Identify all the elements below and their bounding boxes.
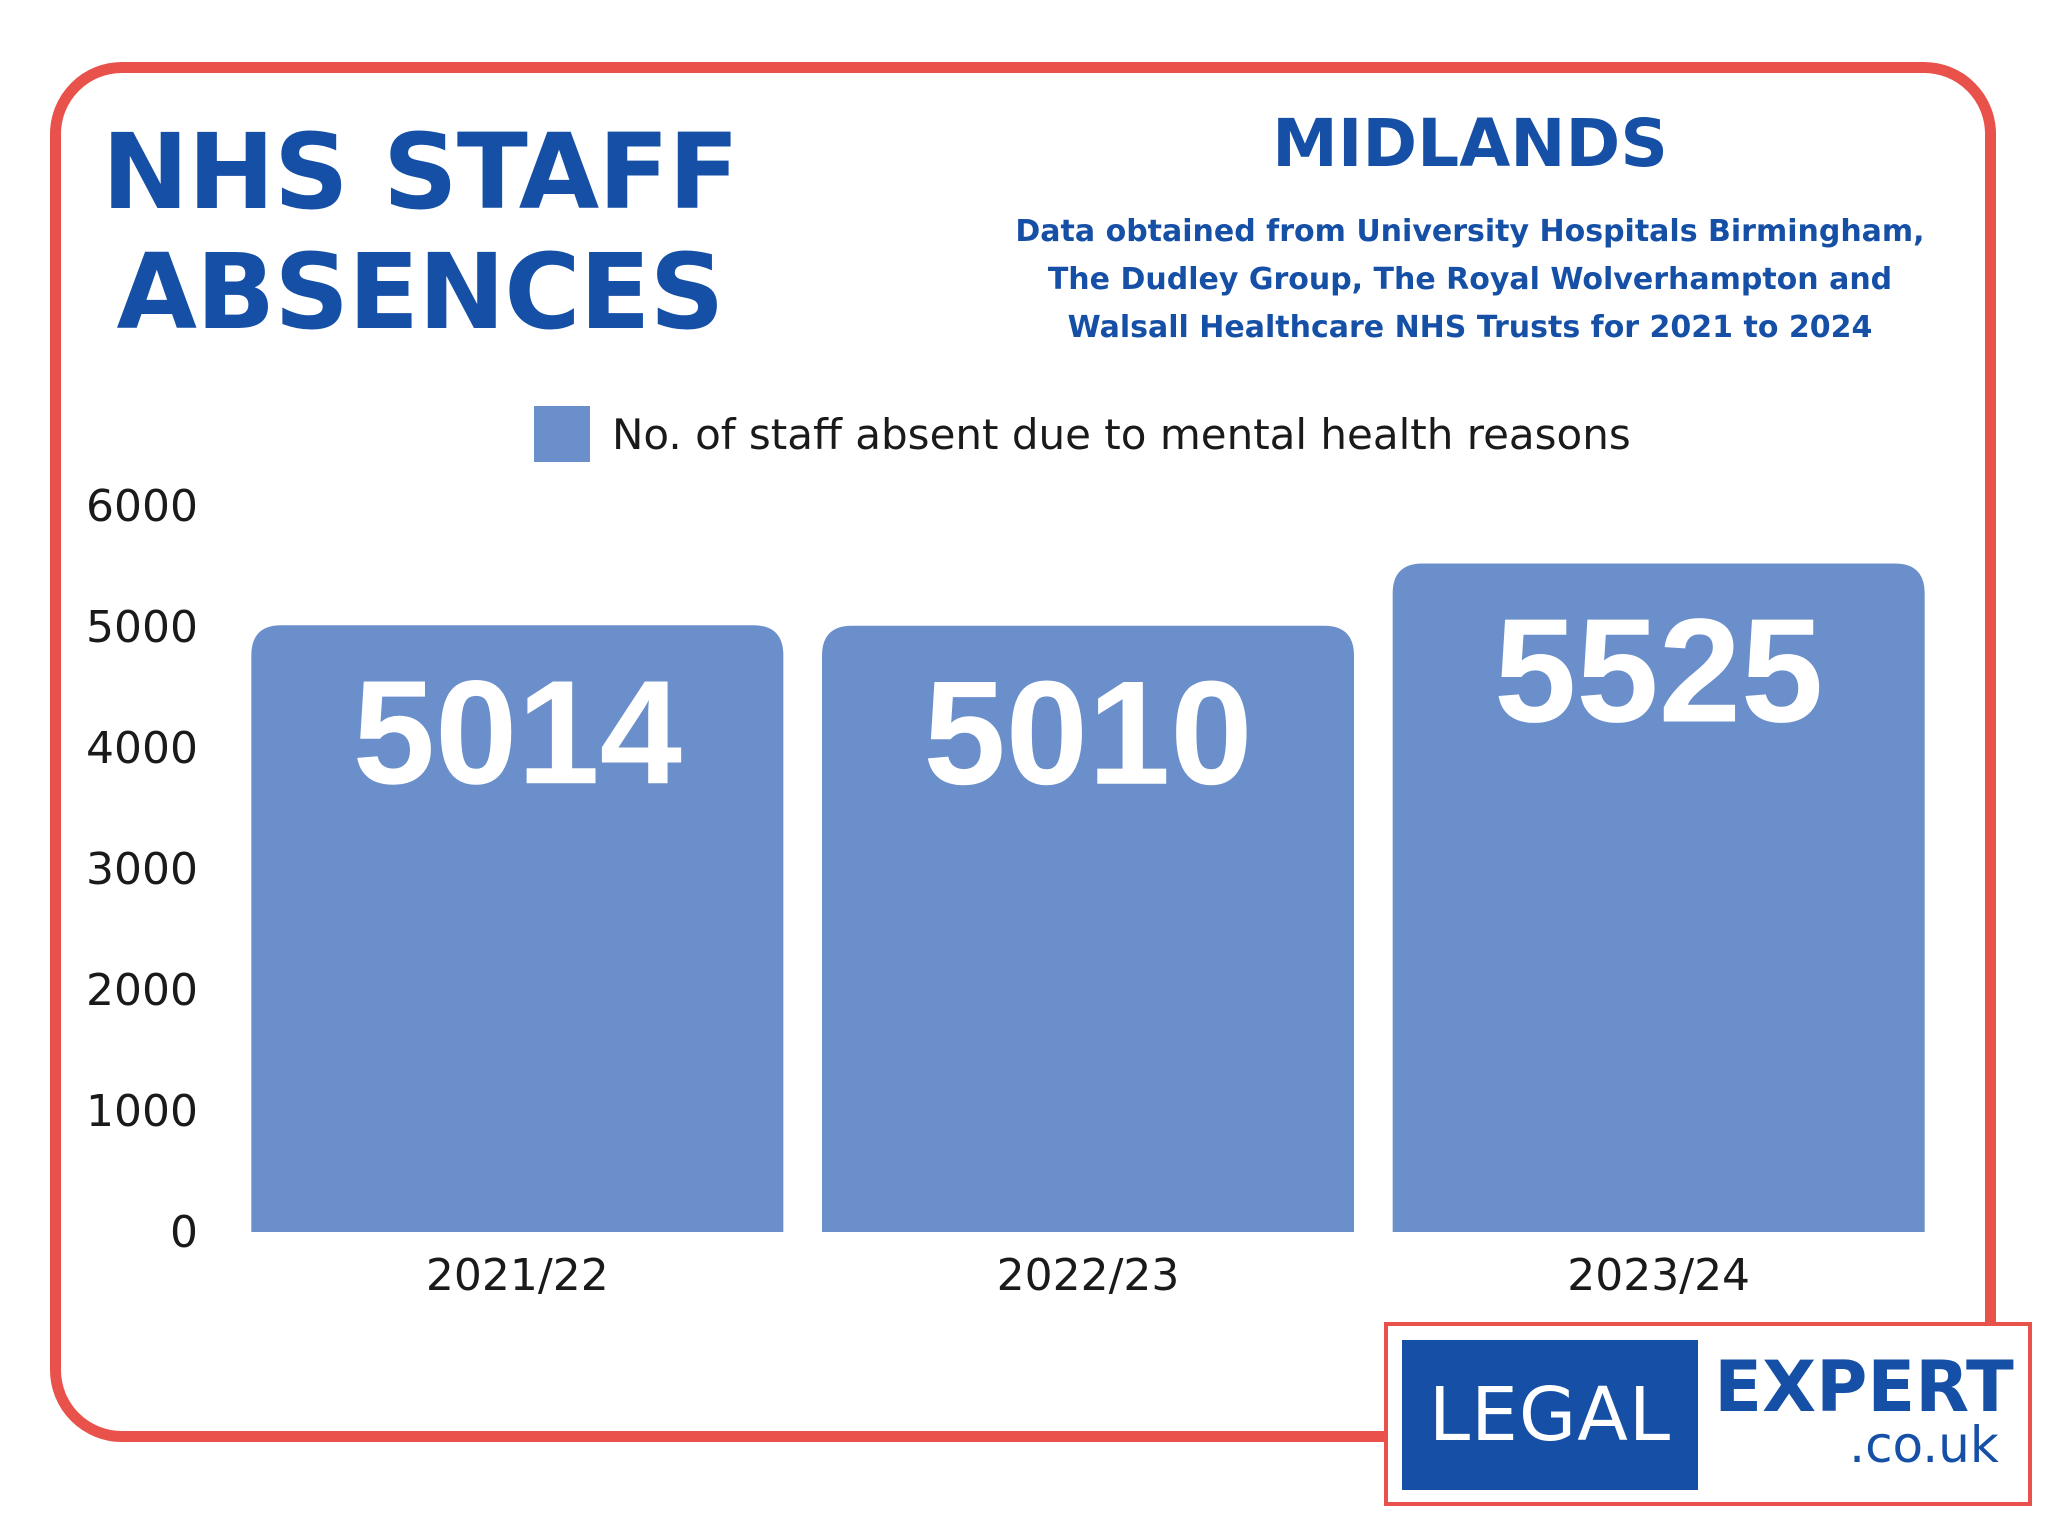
y-tick-label: 0 bbox=[170, 1207, 198, 1258]
bar-data-label: 5525 bbox=[1494, 588, 1823, 753]
x-tick-label: 2023/24 bbox=[1567, 1250, 1750, 1301]
logo-domain-text: .co.uk bbox=[1849, 1416, 1999, 1474]
chart-title-line-2: ABSENCES bbox=[116, 231, 724, 353]
bar bbox=[251, 625, 784, 1232]
chart-title-line-1: NHS STAFF bbox=[101, 111, 740, 233]
bar bbox=[1392, 563, 1925, 1232]
y-tick-label: 6000 bbox=[86, 481, 198, 532]
bar bbox=[822, 625, 1354, 1232]
source-note-line-3: Walsall Healthcare NHS Trusts for 2021 t… bbox=[1067, 310, 1873, 345]
source-note-line-2: The Dudley Group, The Royal Wolverhampto… bbox=[1047, 262, 1893, 297]
x-tick-label: 2022/23 bbox=[997, 1250, 1180, 1301]
region-title: MIDLANDS bbox=[1272, 105, 1668, 182]
source-note-line-1: Data obtained from University Hospitals … bbox=[1015, 214, 1925, 249]
bar-data-label: 5014 bbox=[353, 650, 682, 815]
y-tick-label: 5000 bbox=[86, 602, 198, 653]
y-tick-label: 2000 bbox=[86, 965, 198, 1016]
legal-expert-logo: LEGAL EXPERT .co.uk bbox=[1384, 1322, 2032, 1506]
x-tick-label: 2021/22 bbox=[426, 1250, 609, 1301]
legend-label: No. of staff absent due to mental health… bbox=[612, 409, 1631, 459]
chart-title: NHS STAFF ABSENCES bbox=[100, 112, 740, 352]
logo-legal-text: LEGAL bbox=[1402, 1340, 1698, 1490]
legend-swatch bbox=[534, 406, 590, 462]
logo-right-panel: EXPERT .co.uk bbox=[1706, 1340, 2022, 1490]
source-note: Data obtained from University Hospitals … bbox=[1000, 208, 1940, 352]
chart-legend: No. of staff absent due to mental health… bbox=[534, 406, 1631, 462]
bar-data-label: 5010 bbox=[923, 651, 1252, 816]
y-tick-label: 1000 bbox=[86, 1086, 198, 1137]
logo-expert-text: EXPERT bbox=[1714, 1346, 2014, 1428]
y-tick-label: 4000 bbox=[86, 723, 198, 774]
y-tick-label: 3000 bbox=[86, 844, 198, 895]
